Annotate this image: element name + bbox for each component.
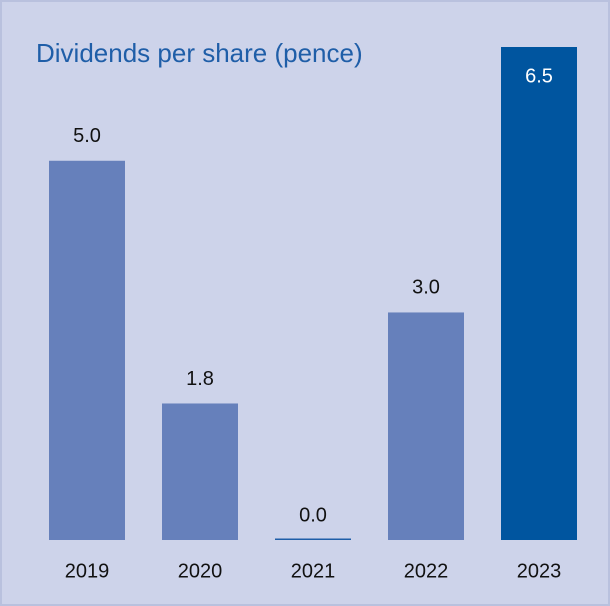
x-tick-label: 2020	[178, 560, 223, 582]
bar	[388, 312, 464, 540]
value-label: 3.0	[412, 277, 440, 299]
value-label: 5.0	[73, 125, 101, 147]
x-tick-label: 2023	[517, 560, 562, 582]
x-tick-label: 2019	[65, 560, 110, 582]
value-label: 0.0	[299, 504, 327, 526]
chart-title: Dividends per share (pence)	[36, 38, 363, 68]
value-label: 6.5	[525, 65, 553, 87]
value-label: 1.8	[186, 368, 214, 390]
bar	[501, 47, 577, 540]
bar	[275, 538, 351, 540]
bar	[162, 403, 238, 540]
x-tick-label: 2022	[404, 560, 449, 582]
x-tick-label: 2021	[291, 560, 336, 582]
bar	[49, 160, 125, 540]
